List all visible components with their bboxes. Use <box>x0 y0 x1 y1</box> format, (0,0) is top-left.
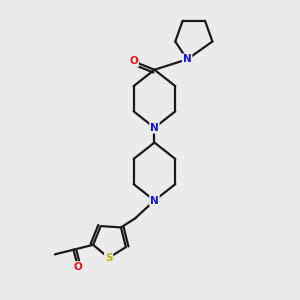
Text: O: O <box>129 56 138 66</box>
Text: N: N <box>150 123 159 133</box>
Text: O: O <box>74 262 82 272</box>
Text: N: N <box>150 196 159 206</box>
Text: N: N <box>183 54 191 64</box>
Text: S: S <box>105 253 112 263</box>
